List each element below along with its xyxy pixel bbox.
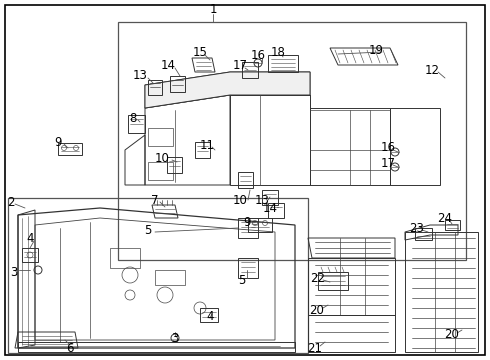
Text: 13: 13 bbox=[255, 194, 270, 207]
Text: 4: 4 bbox=[206, 310, 214, 323]
Text: 16: 16 bbox=[381, 140, 395, 153]
Bar bbox=[8, 198, 308, 353]
Text: 8: 8 bbox=[129, 112, 137, 125]
Text: 20: 20 bbox=[310, 303, 324, 316]
Text: 22: 22 bbox=[311, 271, 325, 284]
Text: 4: 4 bbox=[26, 231, 34, 244]
Text: 5: 5 bbox=[145, 224, 152, 237]
Text: 5: 5 bbox=[238, 274, 245, 287]
Text: 10: 10 bbox=[154, 152, 170, 165]
Text: 16: 16 bbox=[250, 49, 266, 62]
Text: 9: 9 bbox=[54, 135, 62, 149]
Text: 2: 2 bbox=[7, 195, 15, 208]
Text: 20: 20 bbox=[444, 328, 460, 342]
Bar bbox=[148, 128, 173, 146]
Polygon shape bbox=[145, 72, 310, 108]
Text: 23: 23 bbox=[410, 221, 424, 234]
Text: 6: 6 bbox=[66, 342, 74, 355]
Text: 14: 14 bbox=[263, 202, 277, 215]
Bar bbox=[148, 162, 173, 180]
Text: 17: 17 bbox=[232, 59, 247, 72]
Text: 9: 9 bbox=[243, 216, 251, 229]
Text: 21: 21 bbox=[308, 342, 322, 355]
Text: 13: 13 bbox=[133, 68, 147, 81]
Text: 18: 18 bbox=[270, 45, 286, 59]
Text: 11: 11 bbox=[199, 139, 215, 152]
Text: 10: 10 bbox=[233, 194, 247, 207]
Text: 19: 19 bbox=[368, 44, 384, 57]
Text: 14: 14 bbox=[161, 59, 175, 72]
Text: 3: 3 bbox=[10, 266, 18, 279]
Text: 12: 12 bbox=[424, 63, 440, 77]
Text: 15: 15 bbox=[193, 45, 207, 59]
Text: 7: 7 bbox=[151, 194, 159, 207]
Bar bbox=[118, 22, 466, 260]
Text: 3: 3 bbox=[172, 332, 179, 345]
Text: 24: 24 bbox=[438, 212, 452, 225]
Text: 1: 1 bbox=[209, 3, 217, 15]
Text: 17: 17 bbox=[381, 157, 395, 170]
